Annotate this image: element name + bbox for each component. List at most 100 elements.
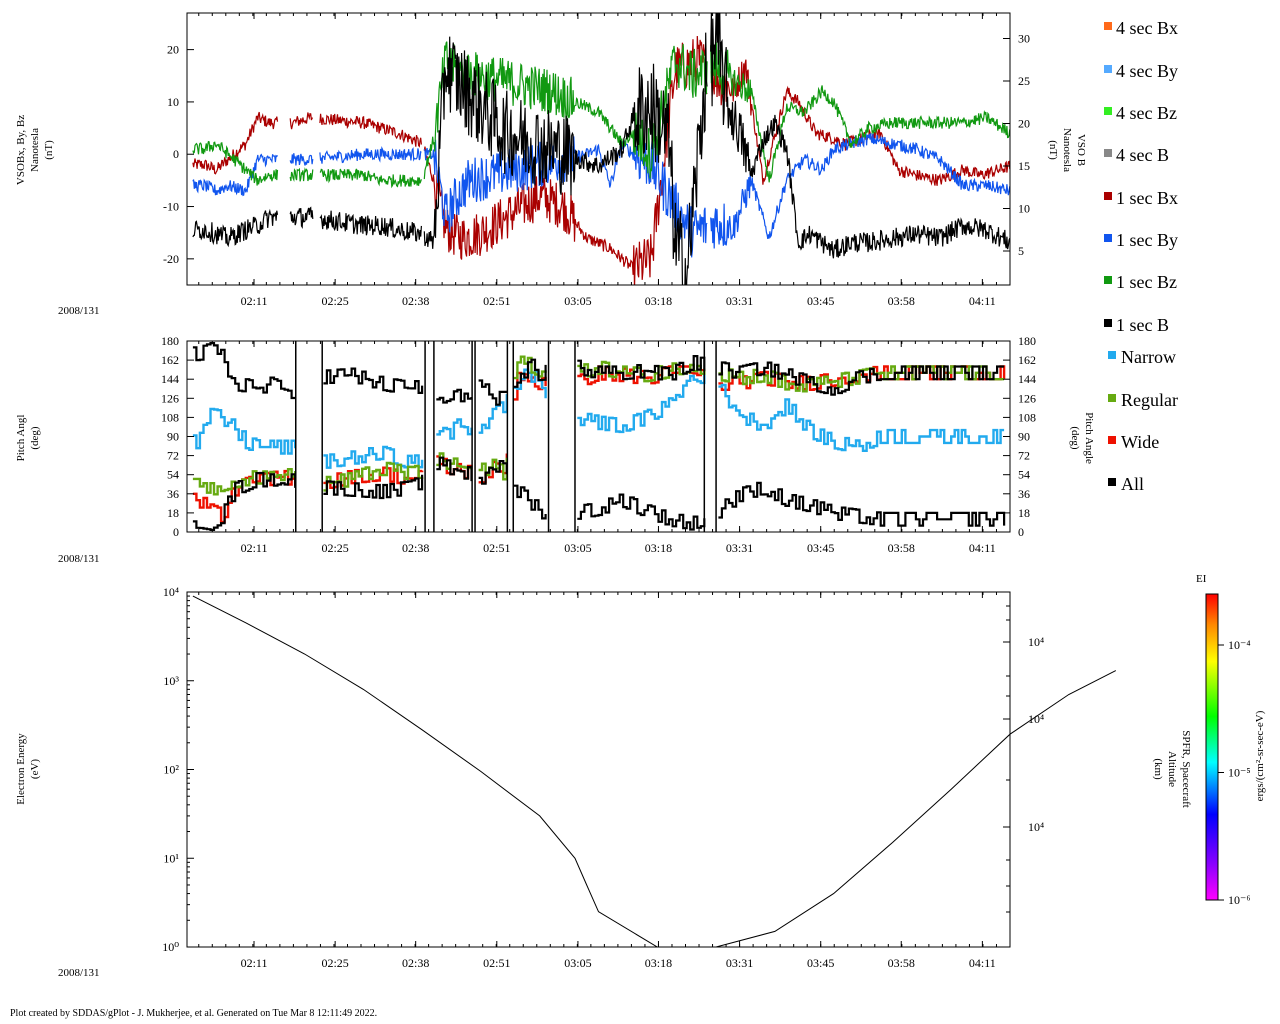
legend-swatch xyxy=(1104,22,1112,30)
legend-item-1s-by: 1 sec By xyxy=(1104,230,1178,250)
series-line-1-sec-bx xyxy=(192,35,1010,285)
y-tick-label: 10¹ xyxy=(163,851,179,865)
y-right-tick-label: 72 xyxy=(1018,449,1030,463)
y-right-tick-label: 162 xyxy=(1018,353,1036,367)
x-tick-label: 02:51 xyxy=(483,541,510,555)
legend-label: 1 sec By xyxy=(1116,230,1178,250)
pitch-series-regular xyxy=(192,355,1005,496)
y-right-tick-label: 144 xyxy=(1018,372,1036,386)
altitude-ylabel-line1: SPFR, Spacecraft xyxy=(1180,730,1192,808)
x-tick-label: 02:11 xyxy=(241,541,268,555)
y-tick-label: 36 xyxy=(167,487,179,501)
y-tick-label: -20 xyxy=(163,252,179,266)
y-right-tick-label: 10⁴ xyxy=(1028,635,1044,649)
y-right-tick-label: 10 xyxy=(1018,202,1030,216)
pitch-ylabel-line1: Pitch Angl xyxy=(15,415,27,462)
y-tick-label: 0 xyxy=(173,147,179,161)
pitch-ylabel-right-line2: (deg) xyxy=(1069,426,1081,450)
legend: 4 sec Bx 4 sec By 4 sec Bz 4 sec B 1 sec… xyxy=(1104,18,1178,494)
y-right-tick-label: 54 xyxy=(1018,468,1030,482)
legend-item-regular: Regular xyxy=(1108,390,1178,410)
pitch-series-all-lower xyxy=(192,456,1006,531)
legend-item-1s-bx: 1 sec Bx xyxy=(1104,188,1178,208)
legend-item-wide: Wide xyxy=(1108,432,1159,452)
legend-label: Regular xyxy=(1121,390,1178,410)
energy-ylabel-line1: Electron Energy xyxy=(15,733,27,805)
x-tick-label: 03:58 xyxy=(888,541,915,555)
y-right-tick-label: 5 xyxy=(1018,244,1024,258)
y-right-tick-label: 36 xyxy=(1018,487,1030,501)
pitch-series-narrow xyxy=(192,368,1005,469)
colorbar xyxy=(1205,593,1219,901)
y-right-tick-label: 15 xyxy=(1018,159,1030,173)
legend-swatch xyxy=(1108,478,1116,486)
x-tick-label: 03:18 xyxy=(645,541,672,555)
legend-swatch xyxy=(1104,107,1112,115)
mag-date-label: 2008/131 xyxy=(58,305,100,317)
pitch-ylabel-line2: (deg) xyxy=(29,426,41,450)
legend-item-narrow: Narrow xyxy=(1108,347,1176,367)
y-tick-label: 90 xyxy=(167,430,179,444)
y-tick-label: 126 xyxy=(161,391,179,405)
legend-item-4s-by: 4 sec By xyxy=(1104,61,1178,81)
legend-item-4s-b: 4 sec B xyxy=(1104,145,1169,165)
y-tick-label: 10⁰ xyxy=(162,940,179,954)
legend-swatch xyxy=(1108,351,1116,359)
y-tick-label: 162 xyxy=(161,353,179,367)
altitude-ylabel-line2: Altitude xyxy=(1166,751,1178,787)
x-tick-label: 03:05 xyxy=(564,294,591,308)
y-tick-label: 0 xyxy=(173,525,179,539)
x-tick-label: 02:11 xyxy=(241,956,268,970)
pitch-series-wide xyxy=(192,365,1006,524)
legend-label: 1 sec Bx xyxy=(1116,188,1178,208)
legend-swatch xyxy=(1108,436,1116,444)
y-tick-label: 10 xyxy=(167,95,179,109)
x-tick-label: 02:38 xyxy=(402,541,429,555)
legend-label: 4 sec B xyxy=(1116,145,1169,165)
colorbar-label: ergs/(cm²-sr-sec-eV) xyxy=(1254,710,1266,801)
x-tick-label: 02:25 xyxy=(321,294,348,308)
y-right-tick-label: 20 xyxy=(1018,117,1030,131)
y-tick-label: 10³ xyxy=(163,674,179,688)
legend-label: 1 sec B xyxy=(1116,315,1169,335)
legend-item-all: All xyxy=(1108,474,1144,494)
y-right-tick-label: 90 xyxy=(1018,430,1030,444)
pitch-series-all-upper xyxy=(192,342,1005,406)
x-tick-label: 02:38 xyxy=(402,956,429,970)
y-tick-label: 20 xyxy=(167,43,179,57)
y-tick-label: -10 xyxy=(163,200,179,214)
colorbar-tick-label: 10⁻⁵ xyxy=(1228,766,1251,780)
y-tick-label: 144 xyxy=(161,372,179,386)
y-tick-label: 72 xyxy=(167,449,179,463)
altitude-ylabel-line3: (km) xyxy=(1152,758,1164,780)
y-right-tick-label: 30 xyxy=(1018,32,1030,46)
pitch-ylabel-right-line1: Pitch Angle xyxy=(1083,412,1095,464)
x-tick-label: 02:25 xyxy=(321,956,348,970)
x-tick-label: 03:05 xyxy=(564,541,591,555)
x-tick-label: 03:45 xyxy=(807,956,834,970)
y-tick-label: 108 xyxy=(161,410,179,424)
legend-swatch xyxy=(1104,276,1112,284)
legend-item-1s-b: 1 sec B xyxy=(1104,315,1169,335)
x-tick-label: 03:31 xyxy=(726,956,753,970)
mag-ylabel-right-line3: (nT) xyxy=(1047,140,1059,160)
x-tick-label: 02:25 xyxy=(321,541,348,555)
x-tick-label: 02:51 xyxy=(483,956,510,970)
legend-item-4s-bz: 4 sec Bz xyxy=(1104,103,1177,123)
series-line-1-sec-by xyxy=(192,133,1010,258)
legend-label: Narrow xyxy=(1121,347,1176,367)
colorbar-tick-label: 10⁻⁶ xyxy=(1228,893,1251,907)
legend-swatch xyxy=(1104,192,1112,200)
spectrogram-panel: 10⁰ 10¹ 10² 10³ 10⁴ 10⁴ 10⁴ 10⁴ 02:11 02:25 02:3… xyxy=(15,573,1266,979)
legend-label: 4 sec Bx xyxy=(1116,18,1178,38)
mag-ylabel-right-line1: VSO B xyxy=(1075,134,1087,166)
legend-label: 4 sec Bz xyxy=(1116,103,1177,123)
x-tick-label: 04:11 xyxy=(969,541,996,555)
x-tick-label: 02:11 xyxy=(241,294,268,308)
x-tick-label: 03:58 xyxy=(888,956,915,970)
y-right-tick-label: 18 xyxy=(1018,506,1030,520)
legend-label: Wide xyxy=(1121,432,1159,452)
y-tick-label: 10² xyxy=(163,763,179,777)
legend-swatch xyxy=(1108,394,1116,402)
spectrogram-date-label: 2008/131 xyxy=(58,967,100,979)
